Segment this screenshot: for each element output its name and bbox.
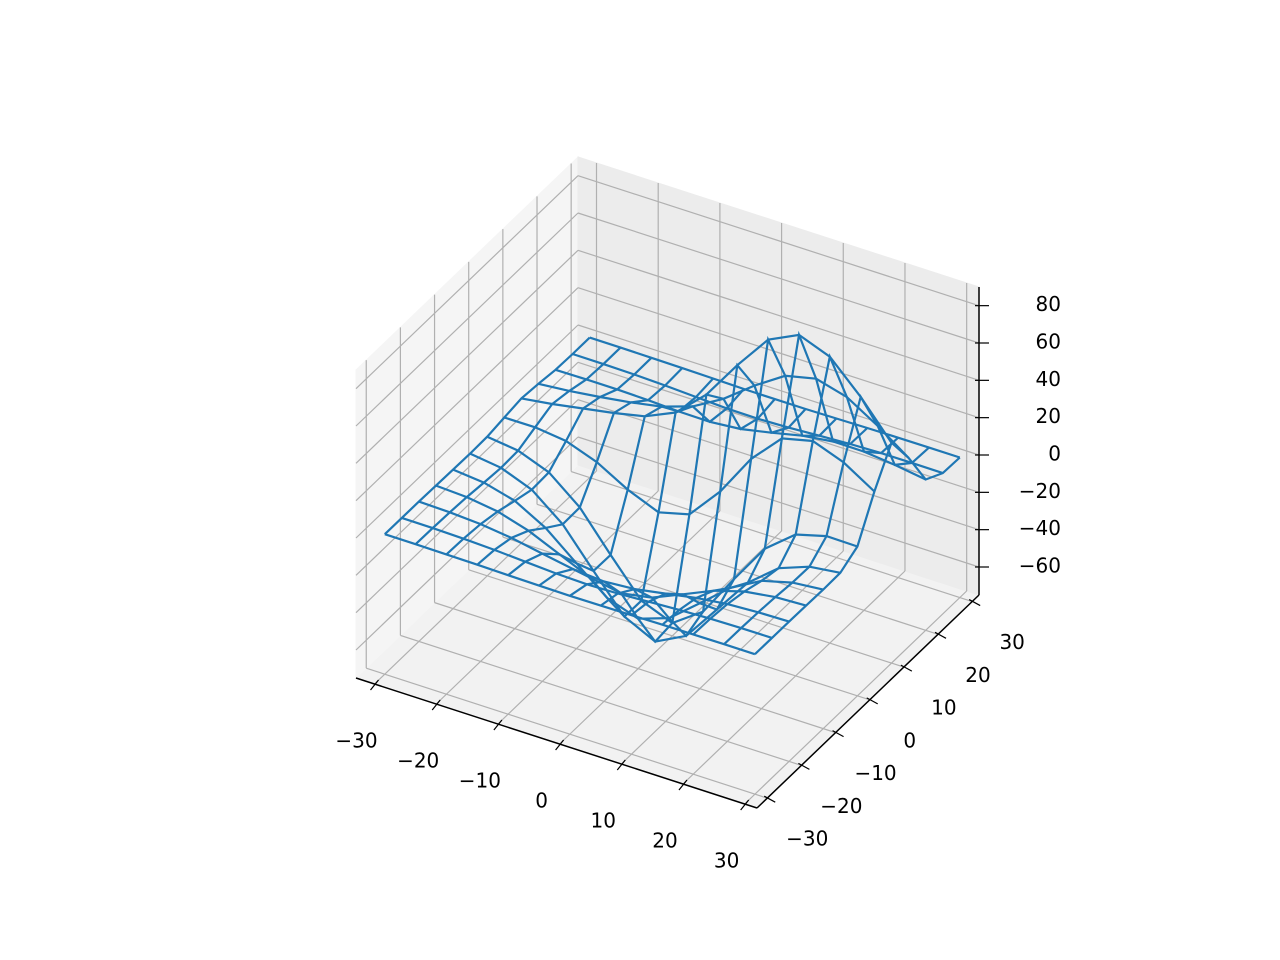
grid-line — [374, 470, 597, 685]
wire-column — [630, 335, 838, 617]
grid-line — [682, 570, 906, 785]
x-tick-label: 30 — [714, 849, 739, 873]
x-tick — [740, 799, 750, 811]
y-tick — [900, 664, 913, 672]
x-tick — [555, 739, 565, 751]
y-tick-label: 10 — [931, 696, 956, 720]
z-tick-label: 0 — [1048, 442, 1061, 466]
x-tick — [370, 679, 379, 691]
grid-line — [536, 503, 939, 635]
wire-column — [414, 346, 622, 546]
grid-line — [577, 436, 980, 568]
axis-line — [756, 594, 980, 809]
grid-line — [355, 287, 579, 502]
grid-line — [744, 590, 968, 805]
y-tick — [934, 631, 947, 639]
y-tick — [968, 599, 981, 607]
wire-column — [600, 362, 807, 638]
x-tick-label: −10 — [459, 769, 501, 793]
grid-line — [434, 602, 836, 734]
y-tick — [866, 697, 878, 705]
wire-column — [723, 394, 930, 645]
grid-line — [577, 212, 980, 344]
y-tick-label: −10 — [854, 761, 896, 785]
grid-line — [355, 436, 579, 651]
grid-line — [577, 249, 980, 381]
grid-line — [570, 470, 973, 603]
grid-line — [355, 361, 579, 576]
grid-line — [400, 634, 802, 766]
grid-line — [435, 490, 659, 705]
wire-column — [476, 367, 683, 566]
y-tick-label: 20 — [965, 663, 990, 687]
y-tick — [832, 730, 844, 738]
y-tick-label: −20 — [820, 794, 862, 818]
x-tick-label: 20 — [652, 829, 677, 853]
grid-line — [577, 324, 980, 456]
x-tick-label: −30 — [335, 729, 377, 753]
grid-line — [559, 530, 782, 745]
wire-column — [754, 440, 961, 655]
x-tick — [431, 699, 441, 711]
x-tick-label: 0 — [535, 789, 548, 813]
axis-line — [355, 677, 758, 809]
grid-line — [366, 667, 768, 799]
y-tick-label: −30 — [786, 827, 828, 851]
grid-line — [355, 399, 579, 614]
grid-line — [355, 175, 579, 390]
wire-column — [384, 336, 591, 535]
grid-line — [577, 287, 980, 419]
z-tick-label: 60 — [1036, 330, 1061, 354]
x-tick — [678, 779, 688, 791]
z-tick-label: −40 — [1019, 516, 1061, 540]
grid-line — [355, 249, 579, 464]
wire-column — [538, 388, 745, 619]
x-tick-label: −20 — [397, 749, 439, 773]
z-tick-label: −20 — [1019, 479, 1061, 503]
grid-line — [497, 510, 721, 725]
z-tick-label: −60 — [1019, 554, 1061, 578]
grid-line — [468, 569, 870, 701]
x-tick-label: 10 — [591, 809, 616, 833]
z-tick-label: 20 — [1036, 404, 1061, 428]
grid-line — [577, 175, 980, 307]
y-tick — [763, 795, 776, 803]
y-tick-label: 30 — [999, 630, 1024, 654]
wire-column — [692, 352, 899, 636]
y-tick — [798, 762, 810, 770]
x-tick — [493, 719, 503, 731]
z-tick-label: 40 — [1036, 367, 1061, 391]
grid-line — [355, 324, 579, 539]
y-tick-label: 0 — [903, 728, 916, 752]
grid-line — [355, 212, 579, 427]
grid-line — [577, 361, 980, 493]
z-tick-label: 80 — [1036, 292, 1061, 316]
wire-column — [661, 330, 869, 626]
x-tick — [616, 759, 626, 771]
wire-column — [445, 357, 653, 556]
